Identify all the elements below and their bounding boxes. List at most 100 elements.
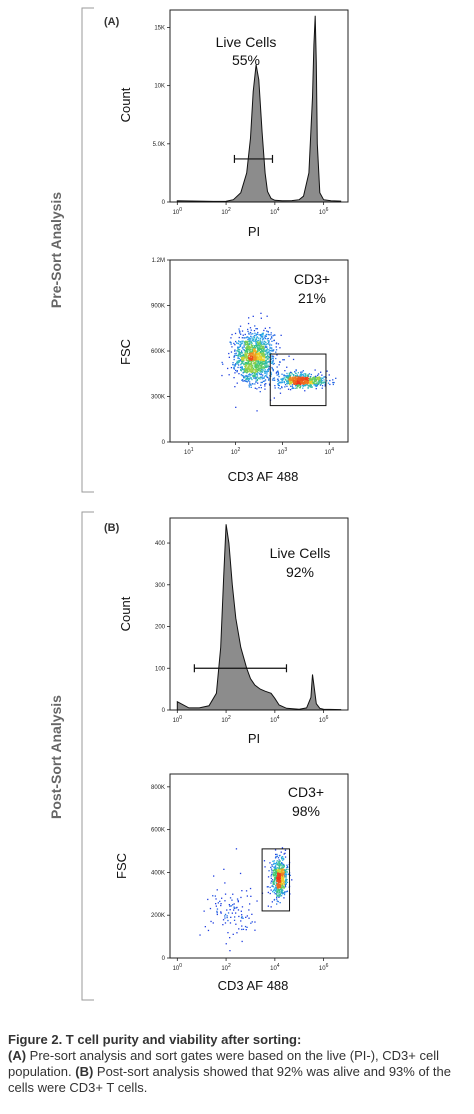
scatter-point bbox=[256, 900, 258, 902]
scatter-point bbox=[320, 371, 322, 373]
scatter-point bbox=[239, 330, 241, 333]
scatter-point bbox=[248, 365, 250, 367]
scatter-point bbox=[283, 877, 285, 879]
scatter-point bbox=[313, 380, 316, 382]
scatter-point bbox=[238, 352, 240, 355]
scatter-point bbox=[209, 907, 212, 910]
scatter-point bbox=[257, 364, 259, 366]
scatter-point bbox=[275, 889, 277, 891]
scatter-point bbox=[283, 880, 286, 882]
scatter-point bbox=[269, 327, 271, 329]
scatter-point bbox=[263, 356, 266, 358]
scatter-point bbox=[263, 360, 265, 363]
scatter-point bbox=[247, 344, 249, 346]
scatter-point bbox=[280, 890, 283, 892]
scatter-point bbox=[269, 347, 271, 349]
scatter-point bbox=[268, 383, 271, 385]
scatter-point bbox=[224, 915, 226, 917]
scatter-point bbox=[231, 346, 233, 348]
scatter-point bbox=[311, 378, 313, 380]
scatter-point bbox=[300, 385, 302, 387]
scatter-point bbox=[252, 364, 254, 366]
scatter-point bbox=[278, 871, 280, 873]
scatter-point bbox=[276, 869, 278, 871]
scatter-point bbox=[226, 909, 228, 911]
scatter-point bbox=[317, 373, 320, 375]
scatter-point bbox=[212, 895, 214, 897]
scatter-point bbox=[282, 379, 284, 381]
scatter-point bbox=[281, 885, 283, 887]
scatter-point bbox=[239, 351, 241, 353]
scatter-point bbox=[276, 853, 278, 856]
scatter-point bbox=[285, 882, 287, 884]
scatter-point bbox=[257, 344, 259, 346]
scatter-point bbox=[243, 355, 245, 357]
scatter-point bbox=[259, 391, 261, 393]
scatter-point bbox=[279, 347, 281, 349]
scatter-point bbox=[271, 361, 274, 363]
scatter-point bbox=[262, 368, 264, 371]
scatter-point bbox=[274, 877, 276, 879]
scatter-point bbox=[266, 376, 268, 378]
scatter-point bbox=[272, 363, 274, 365]
scatter-point bbox=[216, 908, 219, 910]
scatter-point bbox=[248, 333, 250, 335]
scatter-point bbox=[230, 351, 233, 353]
scatter-point bbox=[251, 372, 253, 375]
scatter-point bbox=[263, 344, 265, 346]
scatter-point bbox=[315, 377, 317, 379]
scatter-point bbox=[248, 384, 250, 386]
scatter-point bbox=[267, 330, 269, 333]
scatter-point bbox=[290, 383, 293, 385]
scatter-point bbox=[261, 347, 264, 349]
figure-caption: Figure 2. T cell purity and viability af… bbox=[8, 1032, 468, 1096]
scatter-point bbox=[255, 381, 257, 383]
scatter-point bbox=[283, 864, 285, 867]
scatter-point bbox=[289, 378, 291, 380]
scatter-point bbox=[260, 368, 262, 370]
scatter-point bbox=[300, 380, 302, 382]
scatter-point bbox=[244, 377, 246, 379]
scatter-point bbox=[258, 355, 260, 358]
scatter-point bbox=[267, 886, 269, 888]
scatter-point bbox=[238, 928, 240, 930]
scatter-point bbox=[310, 384, 312, 386]
scatter-point bbox=[246, 340, 248, 342]
scatter-point bbox=[266, 358, 268, 360]
scatter-point bbox=[266, 354, 269, 357]
x-tick-label: 106 bbox=[319, 207, 329, 216]
scatter-point bbox=[264, 350, 266, 352]
scatter-point bbox=[265, 335, 267, 337]
scatter-point bbox=[220, 903, 222, 905]
scatter-point bbox=[275, 884, 277, 886]
scatter-point bbox=[265, 349, 267, 351]
scatter-point bbox=[315, 379, 317, 381]
scatter-point bbox=[256, 359, 258, 361]
scatter-point bbox=[279, 891, 281, 894]
scatter-point bbox=[234, 386, 236, 388]
scatter-point bbox=[282, 878, 284, 881]
scatter-point bbox=[235, 406, 237, 408]
scatter-point bbox=[273, 898, 276, 901]
scatter-point bbox=[275, 867, 277, 869]
scatter-point bbox=[255, 343, 257, 345]
scatter-point bbox=[234, 353, 236, 355]
scatter-point bbox=[254, 929, 256, 931]
scatter-point bbox=[237, 357, 239, 359]
scatter-point bbox=[283, 884, 285, 886]
scatter-point bbox=[281, 872, 283, 874]
scatter-point bbox=[302, 374, 305, 377]
scatter-point bbox=[241, 916, 243, 918]
scatter-point bbox=[268, 341, 270, 344]
scatter-point bbox=[274, 862, 276, 864]
scatter-point bbox=[233, 355, 236, 357]
scatter-point bbox=[247, 362, 249, 364]
scatter-point bbox=[304, 384, 306, 387]
scatter-point bbox=[241, 366, 243, 368]
scatter-point bbox=[215, 903, 217, 905]
scatter-point bbox=[255, 358, 257, 361]
scatter-point bbox=[246, 359, 248, 362]
scatter-point bbox=[260, 344, 263, 346]
scatter-point bbox=[238, 349, 241, 351]
y-tick-label: 400K bbox=[151, 870, 165, 876]
